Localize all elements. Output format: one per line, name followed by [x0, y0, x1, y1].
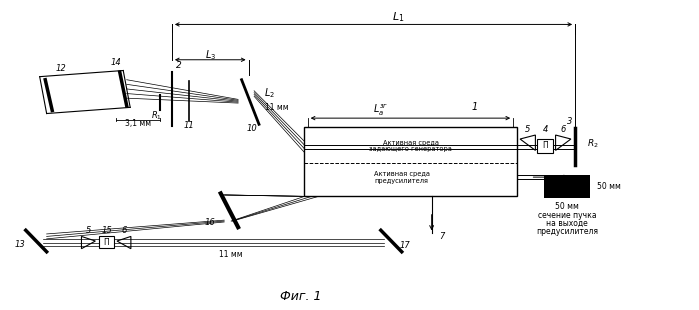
Text: 5: 5 — [86, 226, 91, 235]
Text: $L_2$: $L_2$ — [264, 87, 275, 100]
Text: Активная среда: Активная среда — [383, 140, 439, 146]
Text: сечение пучка: сечение пучка — [538, 211, 596, 220]
Text: 14: 14 — [111, 58, 122, 67]
Text: на выходе: на выходе — [546, 219, 588, 228]
Text: 11: 11 — [184, 121, 195, 130]
Text: 13: 13 — [15, 240, 26, 249]
Text: 50 мм: 50 мм — [597, 182, 621, 191]
Text: 3: 3 — [567, 117, 572, 126]
Text: 4: 4 — [542, 125, 548, 134]
Text: 1: 1 — [472, 102, 478, 113]
Text: задающего генератора: задающего генератора — [369, 146, 452, 153]
Bar — [538, 139, 553, 153]
Text: 15: 15 — [101, 226, 112, 235]
Bar — [99, 237, 114, 248]
Text: $R_1$: $R_1$ — [151, 109, 162, 122]
Bar — [304, 127, 517, 197]
Text: 11 мм: 11 мм — [219, 250, 243, 259]
Text: Активная среда: Активная среда — [374, 171, 430, 177]
Text: 5: 5 — [525, 125, 531, 134]
Text: 11 мм: 11 мм — [265, 103, 288, 112]
Text: 2: 2 — [176, 61, 182, 70]
Text: 16: 16 — [205, 218, 215, 227]
Text: П: П — [542, 141, 548, 150]
Text: $L_a^{зг}$: $L_a^{зг}$ — [373, 103, 389, 118]
Text: 7: 7 — [440, 232, 445, 241]
Text: 12: 12 — [55, 64, 66, 73]
Text: 6: 6 — [561, 125, 566, 134]
Text: $L_1$: $L_1$ — [392, 10, 405, 24]
Bar — [545, 175, 590, 198]
Text: 10: 10 — [247, 124, 257, 133]
Text: $L_3$: $L_3$ — [205, 48, 216, 62]
Text: предусилителя: предусилителя — [536, 227, 598, 236]
Text: 3,1 мм: 3,1 мм — [126, 119, 152, 128]
Text: 17: 17 — [400, 241, 410, 250]
Text: 50 мм: 50 мм — [555, 202, 579, 211]
Text: $R_2$: $R_2$ — [587, 137, 598, 150]
Text: П: П — [103, 238, 109, 247]
Text: Фиг. 1: Фиг. 1 — [280, 290, 322, 303]
Text: 6: 6 — [121, 226, 127, 235]
Text: предусилителя: предусилителя — [375, 178, 428, 184]
